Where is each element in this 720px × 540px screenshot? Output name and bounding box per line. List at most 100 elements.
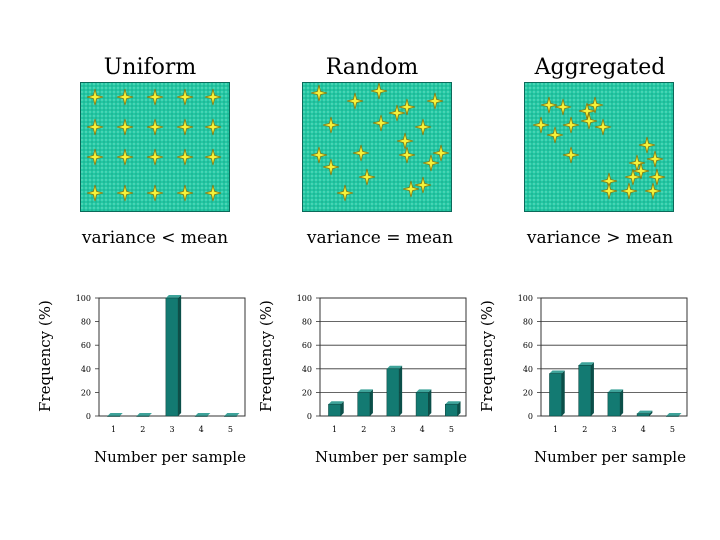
- star-icon: [146, 184, 164, 202]
- uniform-title: Uniform: [103, 55, 197, 80]
- bar-top: [637, 410, 653, 414]
- x-tick-label: 5: [449, 425, 454, 434]
- star-icon: [346, 92, 364, 110]
- star-icon: [86, 88, 104, 106]
- y-tick-label: 80: [302, 318, 312, 327]
- bar-top: [328, 401, 344, 405]
- bar: [666, 415, 679, 417]
- y-tick-label: 0: [528, 412, 533, 421]
- x-tick-label: 3: [390, 425, 395, 434]
- x-tick-label: 3: [611, 425, 616, 434]
- y-tick-label: 60: [302, 341, 312, 350]
- star-icon: [310, 84, 328, 102]
- x-tick-label: 4: [641, 425, 646, 434]
- y-tick-label: 60: [523, 341, 533, 350]
- star-icon: [426, 92, 444, 110]
- aggregated-bar-chart: 0 20 40 60 80 100 1 2 3 4 5: [518, 294, 688, 434]
- star-icon: [578, 102, 596, 120]
- y-tick-label: 80: [523, 318, 533, 327]
- bar: [224, 415, 237, 417]
- bar: [549, 373, 562, 417]
- bar-top: [549, 370, 565, 374]
- bar-top: [578, 362, 594, 366]
- uniform-y-axis-label: Frequency (%): [36, 300, 54, 412]
- y-tick-label: 20: [81, 388, 91, 397]
- star-icon: [532, 116, 550, 134]
- x-tick-label: 5: [670, 425, 675, 434]
- star-icon: [648, 168, 666, 186]
- bar-top: [165, 295, 182, 298]
- star-icon: [638, 136, 656, 154]
- star-icon: [402, 180, 420, 198]
- star-icon: [620, 182, 638, 200]
- y-tick-label: 0: [86, 412, 91, 421]
- y-tick-label: 60: [81, 341, 91, 350]
- random-y-axis-label: Frequency (%): [257, 300, 275, 412]
- bar: [328, 403, 341, 417]
- bar: [578, 365, 592, 417]
- star-icon: [322, 116, 340, 134]
- star-icon: [86, 184, 104, 202]
- star-icon: [600, 182, 618, 200]
- star-icon: [204, 88, 222, 106]
- star-icon: [116, 118, 134, 136]
- star-icon: [398, 146, 416, 164]
- y-tick-label: 20: [523, 388, 533, 397]
- star-icon: [358, 168, 376, 186]
- bar-side: [178, 295, 182, 416]
- x-tick-label: 1: [553, 425, 558, 434]
- star-icon: [204, 184, 222, 202]
- star-icon: [580, 112, 598, 130]
- x-tick-label: 1: [111, 425, 116, 434]
- aggregated-caption: variance > mean: [526, 228, 674, 248]
- star-icon: [586, 96, 604, 114]
- star-icon: [372, 114, 390, 132]
- x-tick-label: 2: [361, 425, 366, 434]
- bar-side: [457, 401, 461, 416]
- bar-top: [666, 413, 682, 416]
- star-icon: [204, 148, 222, 166]
- bar-top: [224, 413, 240, 416]
- uniform-x-axis-label: Number per sample: [94, 448, 246, 466]
- star-icon: [146, 148, 164, 166]
- star-icon: [546, 126, 564, 144]
- aggregated-y-axis-label: Frequency (%): [478, 300, 496, 412]
- bar-side: [561, 370, 565, 416]
- star-icon: [86, 148, 104, 166]
- bar: [194, 415, 208, 417]
- bar-top: [445, 401, 461, 405]
- bar: [136, 415, 150, 417]
- bar-top: [107, 413, 123, 416]
- star-icon: [594, 118, 612, 136]
- star-icon: [414, 118, 432, 136]
- star-icon: [370, 83, 388, 100]
- uniform-bar-chart: 0 20 40 60 80 100 1 2 3 4 5: [76, 294, 246, 434]
- bar-top: [416, 389, 432, 393]
- bar-top: [607, 389, 624, 393]
- star-icon: [396, 132, 414, 150]
- random-caption: variance = mean: [306, 228, 454, 248]
- aggregated-title: Aggregated: [534, 55, 666, 80]
- uniform-distribution-field: [80, 82, 230, 212]
- star-icon: [116, 184, 134, 202]
- random-x-axis-label: Number per sample: [315, 448, 467, 466]
- y-tick-label: 40: [302, 365, 312, 374]
- star-icon: [632, 162, 650, 180]
- aggregated-distribution-field: [524, 82, 674, 212]
- star-icon: [176, 184, 194, 202]
- y-tick-label: 80: [81, 318, 91, 327]
- star-icon: [554, 98, 572, 116]
- x-tick-label: 1: [332, 425, 337, 434]
- random-distribution-field: [302, 82, 452, 212]
- y-tick-label: 20: [302, 388, 312, 397]
- bar: [107, 415, 120, 417]
- x-tick-label: 4: [199, 425, 204, 434]
- bar: [357, 392, 371, 417]
- x-tick-label: 3: [169, 425, 174, 434]
- star-icon: [116, 88, 134, 106]
- random-title: Random: [325, 55, 419, 80]
- star-icon: [176, 118, 194, 136]
- star-icon: [388, 104, 406, 122]
- star-icon: [646, 150, 664, 168]
- random-bar-chart: 0 20 40 60 80 100 1 2 3 4 5: [297, 294, 467, 434]
